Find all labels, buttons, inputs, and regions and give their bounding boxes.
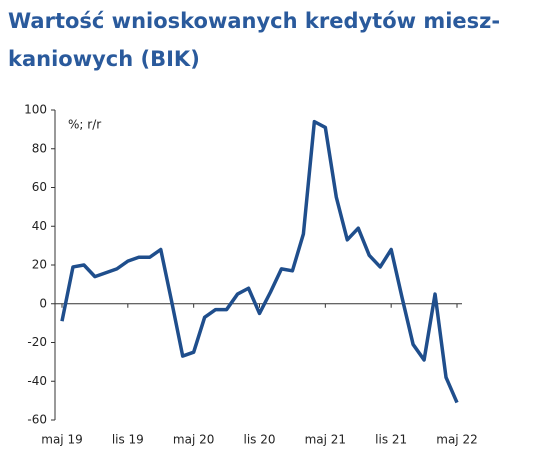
y-tick-label: 60 xyxy=(32,180,47,194)
y-tick-label: 40 xyxy=(32,219,47,233)
x-tick-label: maj 19 xyxy=(41,433,82,447)
x-tick-label: lis 19 xyxy=(112,433,144,447)
y-tick-label: 0 xyxy=(39,296,47,310)
y-tick-label: -40 xyxy=(27,374,47,388)
line-series xyxy=(60,119,459,404)
y-tick-label: 80 xyxy=(32,141,47,155)
chart-title: Wartość wnioskowanych kredytów miesz- xyxy=(8,9,500,33)
y-tick-label: -20 xyxy=(27,335,47,349)
chart-title: kaniowych (BIK) xyxy=(8,47,200,71)
y-tick-label: 20 xyxy=(32,258,47,272)
x-tick-label: lis 21 xyxy=(375,433,407,447)
x-tick-label: maj 21 xyxy=(305,433,346,447)
x-tick-label: maj 22 xyxy=(436,433,477,447)
unit-label: %; r/r xyxy=(68,118,101,132)
y-tick-label: -60 xyxy=(27,413,47,427)
y-tick-label: 100 xyxy=(24,103,47,117)
x-tick-label: lis 20 xyxy=(243,433,275,447)
x-tick-label: maj 20 xyxy=(173,433,214,447)
